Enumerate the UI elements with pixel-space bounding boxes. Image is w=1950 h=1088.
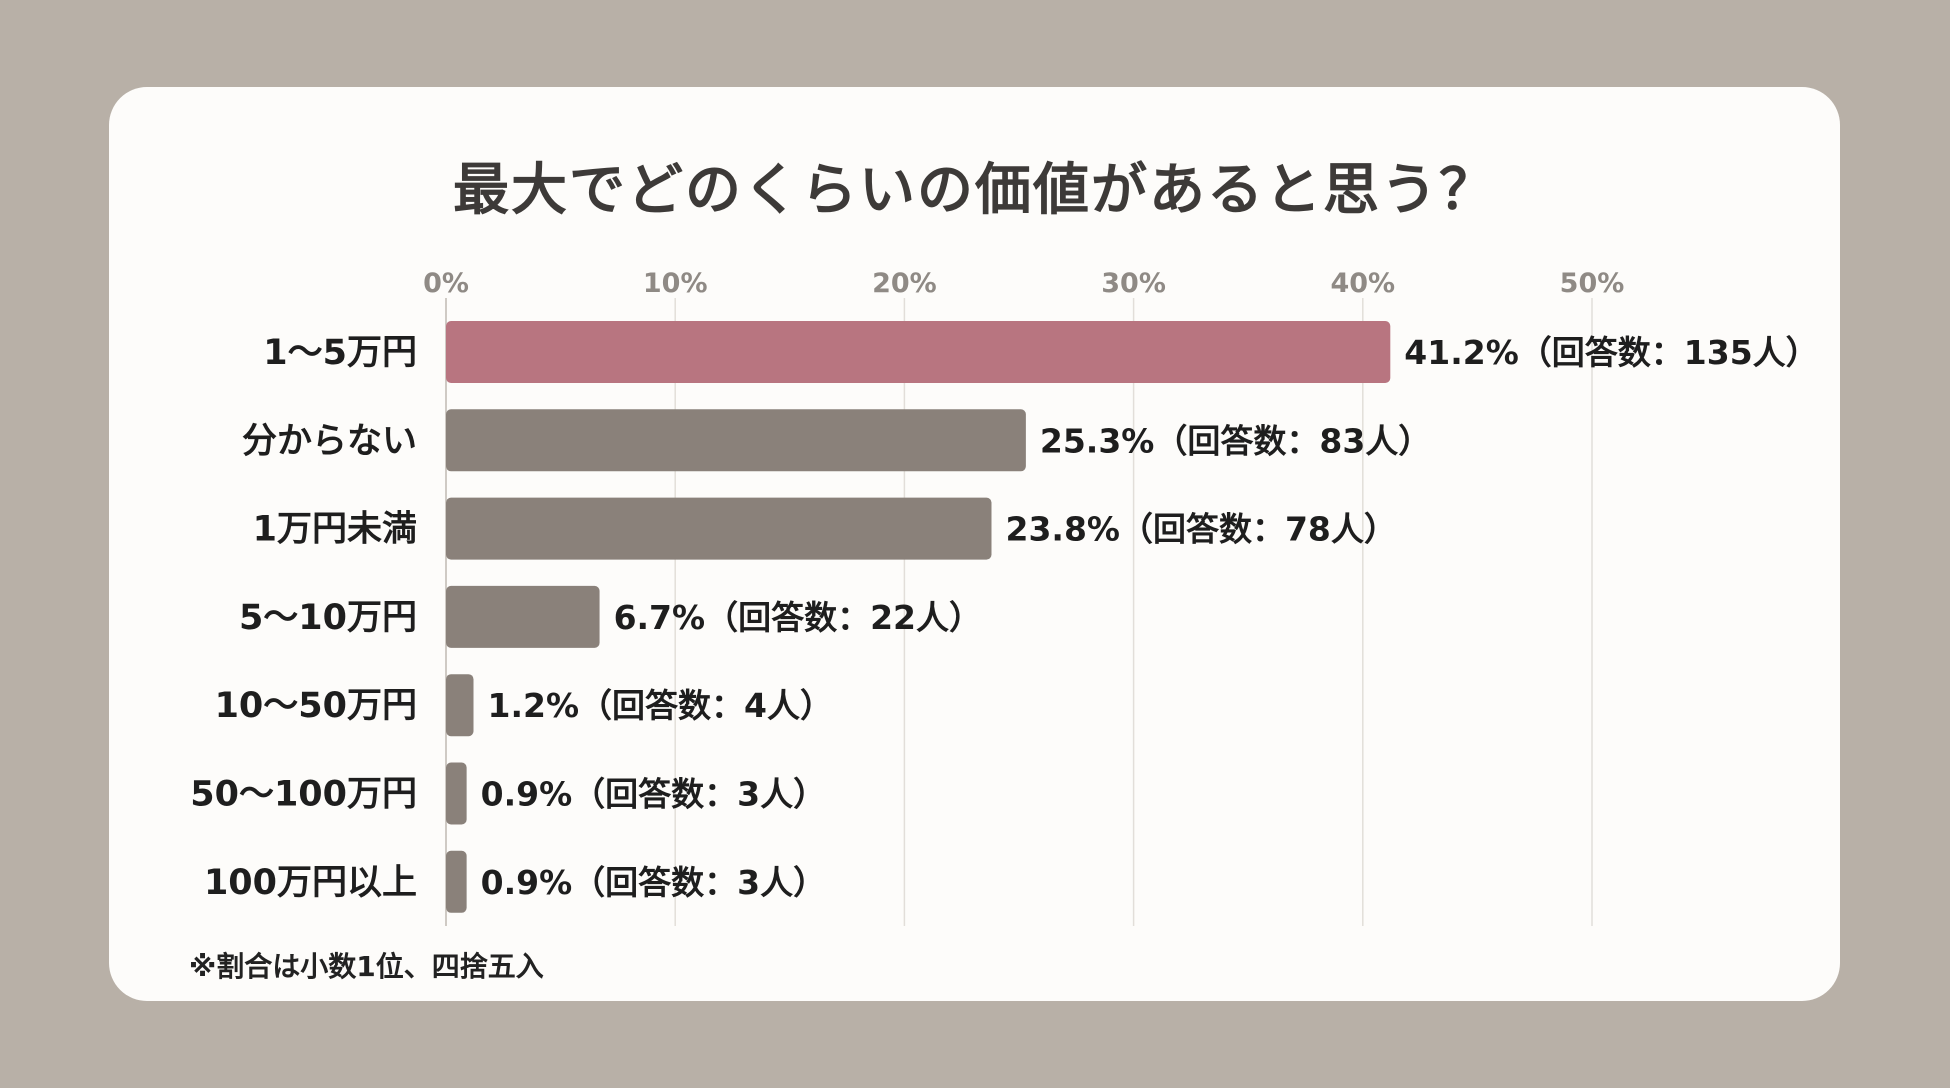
category-label: 1〜5万円 [263, 333, 417, 373]
data-label: 0.9%（回答数：3人） [481, 863, 827, 902]
category-label: 分からない [242, 421, 417, 461]
data-label: 41.2%（回答数：135人） [1404, 333, 1818, 372]
data-label: 23.8%（回答数：78人） [1005, 510, 1396, 549]
x-tick-label: 30% [1101, 268, 1166, 299]
category-label: 100万円以上 [204, 863, 417, 903]
bar [446, 762, 467, 825]
bar [446, 321, 1391, 383]
bar [446, 585, 600, 648]
bar [446, 497, 992, 560]
data-label: 0.9%（回答数：3人） [481, 775, 827, 814]
category-label: 1万円未満 [253, 510, 417, 550]
chart-title: 最大でどのくらいの価値があると思う？ [453, 158, 1497, 223]
x-tick-label: 40% [1330, 268, 1395, 299]
bar [446, 409, 1026, 472]
data-label: 1.2%（回答数：4人） [488, 686, 834, 725]
x-tick-label: 20% [872, 268, 937, 299]
data-label: 6.7%（回答数：22人） [614, 598, 982, 637]
category-label: 50〜100万円 [190, 775, 417, 815]
x-tick-label: 50% [1560, 268, 1625, 299]
category-label: 5〜10万円 [239, 598, 417, 638]
x-tick-label: 0% [423, 268, 469, 299]
data-label: 25.3%（回答数：83人） [1040, 421, 1431, 460]
bar [446, 674, 474, 737]
footnote: ※割合は小数1位、四捨五入 [189, 950, 544, 983]
category-label: 10〜50万円 [215, 686, 417, 726]
x-tick-label: 10% [643, 268, 708, 299]
bar [446, 850, 467, 913]
